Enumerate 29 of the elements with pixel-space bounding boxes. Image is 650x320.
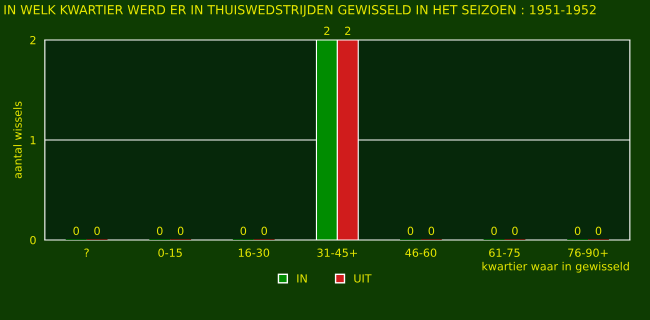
y-axis-title: aantal wissels [13, 102, 22, 178]
x-axis-title: kwartier waar in gewisseld [482, 262, 629, 273]
data-label: 0 [178, 226, 184, 236]
data-label: 0 [240, 226, 246, 236]
x-tick-label: 0-15 [158, 248, 182, 257]
x-tick-label: 16-30 [238, 248, 270, 257]
y-tick-label: 2 [30, 36, 36, 44]
x-tick-label: ? [84, 248, 89, 257]
x-tick-label: 61-75 [489, 248, 520, 257]
legend-label: UIT [354, 274, 372, 283]
chart-title: IN WELK KWARTIER WERD ER IN THUISWEDSTRIJDEN GEWISSELD IN HET SEIZOEN : 1951-1952 [4, 5, 596, 17]
x-tick-label: 31-45+ [317, 248, 357, 257]
data-label: 0 [491, 226, 497, 236]
data-label: 0 [94, 226, 100, 236]
data-label: 0 [261, 226, 268, 236]
y-tick-label: 1 [30, 136, 36, 144]
data-label: 0 [596, 226, 602, 236]
data-label: 0 [156, 226, 163, 236]
x-tick-label: 76-90+ [568, 248, 608, 257]
y-tick-label: 0 [30, 236, 36, 244]
data-label: 0 [408, 226, 414, 236]
legend-label: IN [297, 274, 307, 282]
data-label: 0 [574, 226, 580, 236]
data-label: 2 [324, 26, 330, 35]
data-label: 0 [428, 226, 434, 236]
data-label: 0 [512, 226, 518, 236]
data-label: 0 [73, 226, 79, 236]
x-tick-label: 46-60 [405, 248, 436, 257]
data-label: 2 [345, 26, 350, 35]
